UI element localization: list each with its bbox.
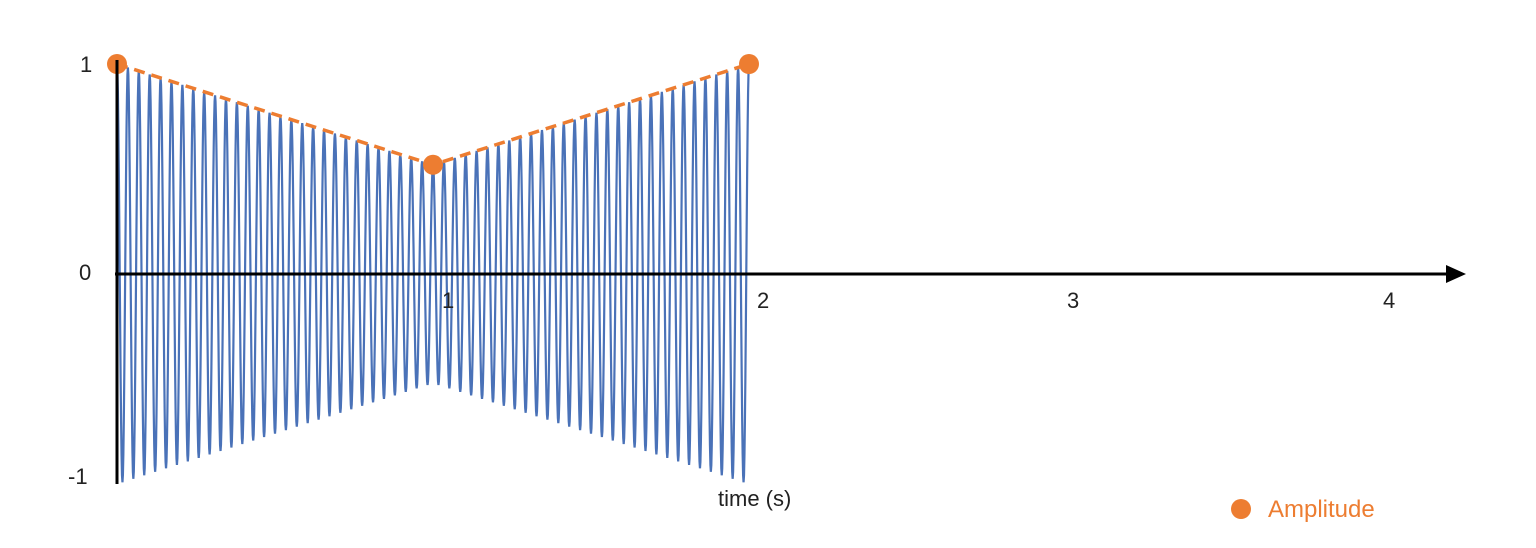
y-tick-label-top: 1 [80,52,92,77]
amplitude-line [116,62,750,167]
y-tick-label-bottom: -1 [68,464,88,489]
plot-area [107,54,759,483]
x-tick-label-1: 1 [442,288,454,313]
x-axis-arrowhead [1446,265,1466,283]
legend: Amplitude [1231,496,1375,523]
legend-label-amplitude: Amplitude [1268,496,1375,523]
x-tick-label-2: 2 [757,288,769,313]
legend-marker-amplitude [1231,499,1251,519]
x-axis-title: time (s) [718,486,791,511]
x-tick-label-3: 3 [1067,288,1079,313]
x-tick-label-4: 4 [1383,288,1395,313]
amplitude-point [423,154,443,175]
amplitude-point [739,54,759,74]
y-tick-label-zero: 0 [79,260,91,285]
